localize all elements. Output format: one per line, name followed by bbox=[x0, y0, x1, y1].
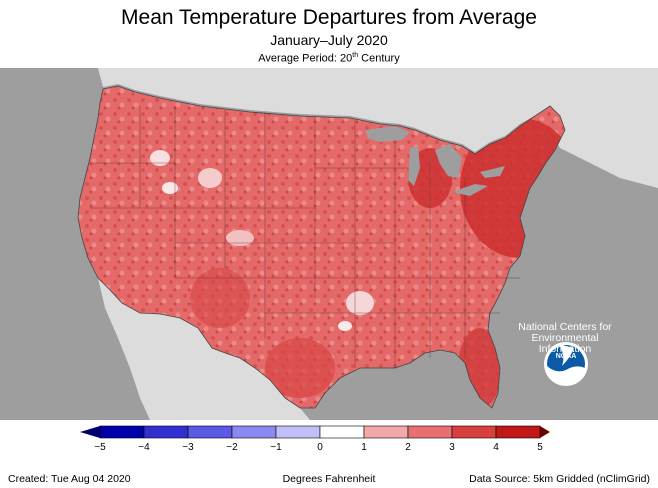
legend-swatch bbox=[451, 425, 497, 439]
average-period-suffix: Century bbox=[358, 52, 400, 65]
noaa-logo: NOAA bbox=[544, 342, 588, 386]
southwest-warm bbox=[190, 268, 250, 328]
legend-swatch bbox=[143, 425, 189, 439]
legend-swatch bbox=[407, 425, 453, 439]
legend-swatch bbox=[99, 425, 145, 439]
map-subtitle: January–July 2020 bbox=[270, 32, 388, 48]
oklahoma-cool bbox=[346, 291, 374, 315]
legend-unit-label: Degrees Fahrenheit bbox=[282, 473, 376, 485]
baja-land bbox=[116, 306, 165, 413]
legend-tick-label: 0 bbox=[317, 442, 323, 453]
texas-warm bbox=[265, 338, 335, 398]
great-lakes bbox=[365, 126, 505, 196]
legend-tick-label: −4 bbox=[138, 442, 150, 453]
texas-cool bbox=[338, 321, 352, 331]
legend-tick-label: 4 bbox=[493, 442, 499, 453]
legend-arrow-high bbox=[540, 426, 550, 438]
legend-swatch bbox=[319, 425, 365, 439]
legend-arrow-low bbox=[80, 426, 100, 438]
anomaly-map: NOAA bbox=[0, 68, 658, 420]
montana-cool bbox=[150, 150, 170, 166]
noaa-caption: National Centers for Environmental Infor… bbox=[515, 322, 615, 355]
legend-tick-label: 2 bbox=[405, 442, 411, 453]
legend-swatch bbox=[231, 425, 277, 439]
legend-tick-label: −1 bbox=[270, 442, 282, 453]
legend-tick-label: −3 bbox=[182, 442, 194, 453]
state-borders bbox=[90, 106, 520, 368]
created-date: Created: Tue Aug 04 2020 bbox=[8, 473, 131, 485]
noaa-caption-line-1: National Centers for bbox=[518, 321, 612, 333]
colorado-cool bbox=[226, 230, 254, 246]
color-legend: −5 −4 −3 −2 −1 0 1 2 3 4 5 bbox=[80, 425, 550, 453]
legend-tick-label: 1 bbox=[361, 442, 367, 453]
canada-land bbox=[0, 68, 658, 188]
legend-swatch bbox=[187, 425, 233, 439]
legend-swatch bbox=[275, 425, 321, 439]
map-title: Mean Temperature Departures from Average bbox=[121, 6, 537, 29]
noaa-caption-line-3: Information bbox=[538, 343, 592, 355]
legend-tick-label: −2 bbox=[226, 442, 238, 453]
legend-tick-label: −5 bbox=[94, 442, 106, 453]
average-period: Average Period: 20th Century bbox=[0, 52, 658, 65]
noaa-caption-line-2: Environmental bbox=[531, 332, 599, 344]
legend-swatch bbox=[495, 425, 541, 439]
wyoming-cool bbox=[198, 168, 222, 188]
idaho-cool bbox=[162, 182, 178, 194]
average-period-prefix: Average Period: 20 bbox=[258, 52, 353, 65]
average-period-sup: th bbox=[352, 52, 359, 59]
legend-tick-label: 3 bbox=[449, 442, 455, 453]
data-source: Data Source: 5km Gridded (nClimGrid) bbox=[469, 473, 650, 485]
noaa-logo-text: NOAA bbox=[556, 353, 577, 360]
legend-swatch bbox=[363, 425, 409, 439]
legend-tick-label: 5 bbox=[537, 442, 543, 453]
